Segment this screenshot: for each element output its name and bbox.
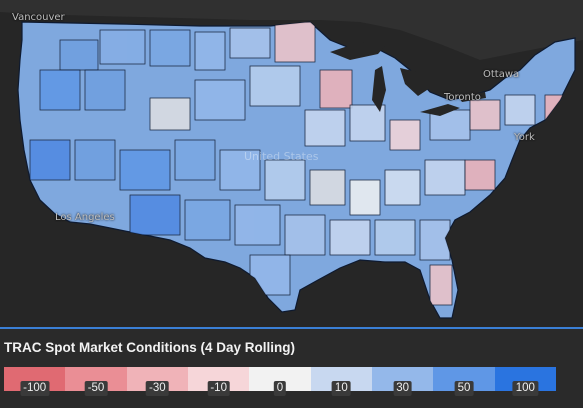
lake-ontario [458,92,486,102]
market-region[interactable] [319,69,353,109]
market-region[interactable] [29,139,71,181]
market-region[interactable] [119,149,171,191]
market-region[interactable] [349,179,381,216]
us-spot-market-map[interactable] [0,0,583,328]
market-region[interactable] [149,29,191,67]
market-region[interactable] [264,159,306,201]
market-region[interactable] [384,169,421,206]
legend-tick-label: 100 [512,381,538,396]
market-region[interactable] [149,97,191,131]
legend-tick-label: -30 [146,381,169,396]
city-label-new-york: York [514,132,535,143]
canada-land [0,0,583,60]
lake-michigan [372,66,386,112]
market-region[interactable] [129,194,181,236]
legend-tick-label: -10 [207,381,230,396]
market-region[interactable] [194,79,246,121]
market-region[interactable] [419,219,451,261]
legend-tick-label: -100 [20,381,50,396]
market-region[interactable] [284,214,326,256]
market-region[interactable] [194,31,226,71]
lake-erie [420,104,460,116]
market-region[interactable] [469,99,501,131]
market-region[interactable] [429,264,453,306]
market-regions [29,22,571,306]
legend-title: TRAC Spot Market Conditions (4 Day Rolli… [4,340,296,355]
market-region[interactable] [74,139,116,181]
legend-tick-label: -50 [84,381,108,396]
legend-tick-label: 50 [454,381,474,396]
market-region[interactable] [504,94,536,126]
country-watermark: United States [244,150,319,163]
market-region[interactable] [184,199,231,241]
lake-superior [330,42,385,60]
panel-divider [0,327,583,329]
market-region[interactable] [229,27,271,59]
market-region[interactable] [309,169,346,206]
legend-tick-label: 30 [393,381,413,396]
market-region[interactable] [249,65,301,107]
market-region[interactable] [39,69,81,111]
city-label-ottawa: Ottawa [483,69,520,80]
market-region[interactable] [59,39,99,71]
market-region[interactable] [219,149,261,191]
market-region[interactable] [329,219,371,256]
market-region[interactable] [389,119,421,151]
market-region[interactable] [374,219,416,256]
market-region[interactable] [99,29,146,65]
market-region[interactable] [464,159,496,191]
legend-tick-label: 0 [273,381,287,396]
city-label-toronto: Toronto [444,92,481,103]
city-label-vancouver: Vancouver [12,12,65,23]
market-region[interactable] [424,159,466,196]
market-region[interactable] [349,104,386,142]
market-region[interactable] [84,69,126,111]
market-region[interactable] [274,22,316,63]
lake-huron [400,68,430,96]
city-label-los-angeles: Los Angeles [55,212,115,223]
market-region[interactable] [304,109,346,147]
market-region[interactable] [234,204,281,246]
legend-tick-label: 10 [331,381,351,396]
market-region[interactable] [174,139,216,181]
